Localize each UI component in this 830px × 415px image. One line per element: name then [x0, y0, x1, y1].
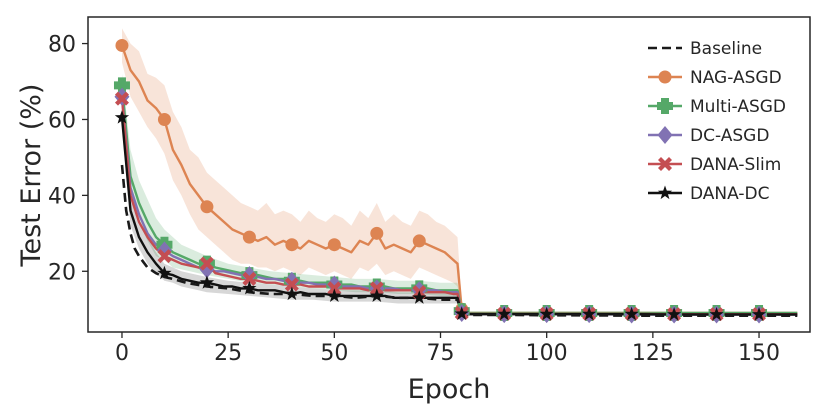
y-tick-label-20: 20	[48, 260, 76, 285]
marker-dana-dc-140	[709, 307, 724, 321]
legend-marker-multi-asgd	[657, 98, 673, 114]
marker-dana-dc-120	[624, 306, 639, 321]
x-tick-label-150: 150	[738, 341, 780, 366]
marker-dana-slim-0	[114, 91, 129, 106]
marker-dana-dc-50	[327, 288, 342, 302]
marker-dana-slim-60	[369, 281, 384, 296]
plot-frame	[87, 16, 811, 333]
marker-dana-dc-70	[412, 290, 427, 304]
legend-label-baseline: Baseline	[690, 39, 762, 59]
y-tick-label-80: 80	[48, 33, 76, 58]
y-axis-label: Test Error (%)	[16, 84, 47, 268]
marker-dana-slim-30	[242, 271, 257, 286]
marker-dc-asgd-10	[156, 241, 172, 260]
marker-dana-dc-10	[157, 265, 172, 280]
y-tick-label-40: 40	[48, 184, 76, 209]
marker-dana-slim-50	[327, 281, 342, 296]
legend-label-nag-asgd: NAG-ASGD	[690, 68, 782, 88]
legend-marker-dana-slim	[658, 157, 672, 171]
marker-dc-asgd-50	[326, 275, 342, 294]
marker-dana-dc-130	[667, 307, 682, 321]
marker-nag-asgd-30	[242, 230, 256, 244]
marker-nag-asgd-50	[327, 238, 341, 252]
legend-label-dc-asgd: DC-ASGD	[690, 126, 769, 146]
x-tick-label-75: 75	[427, 341, 455, 366]
marker-nag-asgd-70	[412, 234, 426, 248]
band-nag-asgd	[122, 28, 466, 315]
marker-dana-dc-150	[751, 307, 767, 321]
marker-dana-dc-90	[497, 306, 512, 321]
y-tick-label-60: 60	[48, 108, 76, 133]
x-tick-label-25: 25	[214, 341, 242, 366]
x-axis-label: Epoch	[408, 374, 491, 405]
marker-dana-dc-110	[582, 306, 597, 321]
marker-nag-asgd-20	[200, 200, 214, 214]
confidence-bands	[122, 28, 466, 316]
series-markers	[113, 38, 768, 324]
marker-dana-slim-40	[284, 277, 299, 292]
legend: Baseline NAG-ASGD Multi-ASGD DC-ASGD DANA-Sl…	[648, 39, 786, 204]
legend-label-dana-slim: DANA-Slim	[690, 155, 781, 175]
marker-dana-slim-20	[199, 256, 214, 271]
x-tick-label-0: 0	[115, 341, 129, 366]
x-axis-ticks: 0 25 50 75 100 125 150	[115, 332, 780, 366]
marker-multi-asgd-0	[113, 77, 130, 94]
marker-nag-asgd-60	[370, 226, 384, 240]
y-axis-ticks: 20 40 60 80	[48, 33, 88, 285]
legend-label-multi-asgd: Multi-ASGD	[690, 97, 786, 117]
legend-label-dana-dc: DANA-DC	[690, 184, 770, 204]
marker-nag-asgd-0	[115, 38, 129, 52]
marker-dc-asgd-30	[241, 266, 257, 285]
marker-dc-asgd-40	[284, 271, 300, 290]
marker-dana-slim-10	[157, 249, 172, 264]
marker-dana-dc-40	[284, 286, 299, 301]
legend-marker-nag-asgd	[658, 70, 672, 84]
x-tick-label-100: 100	[526, 341, 568, 366]
band-dana-dc	[122, 108, 466, 316]
marker-dana-dc-80	[454, 306, 469, 320]
marker-dana-dc-30	[242, 280, 257, 295]
marker-dana-dc-60	[369, 288, 384, 302]
x-tick-label-125: 125	[632, 341, 674, 366]
legend-marker-dana-dc	[657, 185, 673, 200]
marker-nag-asgd-40	[285, 238, 299, 252]
legend-marker-dc-asgd	[657, 126, 673, 144]
x-tick-label-50: 50	[320, 341, 348, 366]
marker-dana-dc-0	[114, 110, 130, 124]
marker-dana-dc-100	[539, 306, 554, 321]
line-baseline	[120, 164, 798, 317]
marker-dana-dc-20	[199, 275, 215, 289]
marker-nag-asgd-10	[157, 112, 171, 126]
